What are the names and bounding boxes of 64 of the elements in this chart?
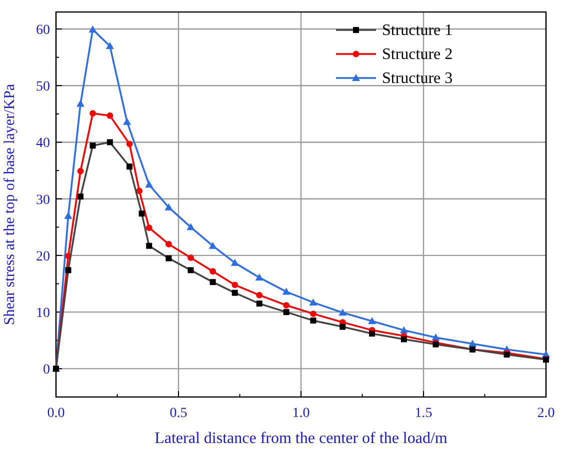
point [283,302,290,308]
y-tick-label: 10 [36,306,50,322]
point [340,324,346,330]
point [255,274,264,281]
point [230,258,239,266]
point [106,42,114,49]
legend-label: Structure 3 [382,70,453,87]
x-tick-label: 1.5 [414,406,432,421]
y-tick-label: 20 [36,249,50,264]
point [146,224,152,231]
x-tick-label: 0.5 [170,406,188,421]
point [369,330,376,337]
point [138,210,145,217]
point [166,240,172,248]
x-axis-title: Lateral distance from the center of the load/m [154,430,448,447]
y-tick-label: 30 [36,192,50,208]
y-axis-title: Shear stress at the top of base layer/KPa [2,84,18,326]
point [338,308,347,316]
point [310,310,316,317]
point [126,164,132,170]
point [210,279,216,286]
point [400,336,407,342]
point [310,318,316,324]
point [256,292,263,298]
legend-label: Structure 2 [382,46,453,63]
point [126,140,133,148]
point [368,317,376,324]
point [106,139,113,146]
point [64,212,72,219]
point [256,300,262,307]
point [188,254,194,261]
point [210,268,216,275]
y-tick-label: 40 [36,136,50,152]
y-tick-label: 50 [36,80,50,95]
x-tick-label: 2.0 [537,406,555,421]
point [145,180,154,188]
point [208,242,217,249]
point [468,340,476,347]
point [65,267,72,274]
point [146,242,152,249]
point [282,288,290,295]
legend-label: Structure 1 [382,22,453,39]
point [186,223,195,230]
point [136,188,142,194]
y-tick-label: 60 [36,22,50,38]
point [78,194,84,200]
point [232,290,238,296]
point [123,118,132,125]
x-tick-label: 0.0 [47,406,65,421]
point [188,267,194,274]
point [88,26,97,33]
point [90,142,96,149]
point [309,298,318,306]
x-tick-label: 1.0 [292,406,310,421]
point [106,112,114,119]
point [90,110,96,117]
y-tick-label: 0 [43,362,50,378]
point [77,168,84,174]
point [283,309,290,316]
point [164,203,173,210]
point [400,326,408,334]
point [76,100,84,107]
point [232,282,238,288]
point [166,255,172,262]
